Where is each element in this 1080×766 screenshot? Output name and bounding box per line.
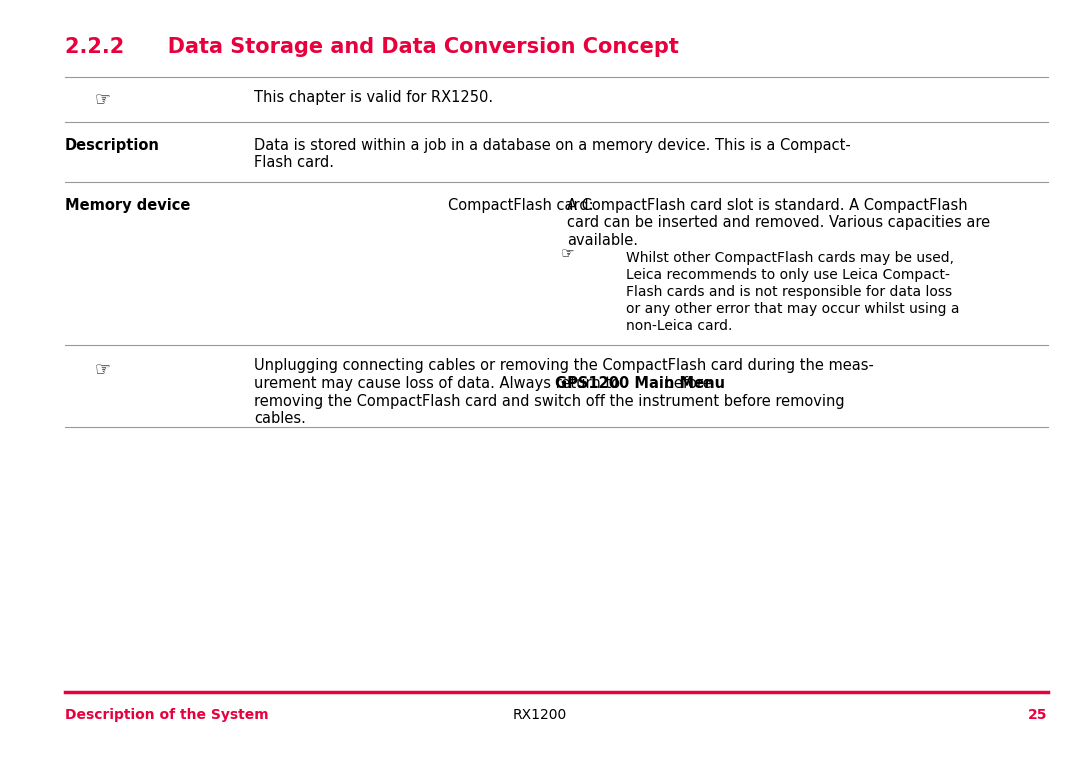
Text: before: before <box>660 376 712 391</box>
Text: removing the CompactFlash card and switch off the instrument before removing: removing the CompactFlash card and switc… <box>254 394 845 409</box>
Text: ☞: ☞ <box>95 90 110 109</box>
Text: Flash cards and is not responsible for data loss: Flash cards and is not responsible for d… <box>626 285 953 299</box>
Text: card can be inserted and removed. Various capacities are: card can be inserted and removed. Variou… <box>567 215 990 231</box>
Text: RX1200: RX1200 <box>513 708 567 722</box>
Text: available.: available. <box>567 233 638 248</box>
Text: or any other error that may occur whilst using a: or any other error that may occur whilst… <box>626 302 960 316</box>
Text: non-Leica card.: non-Leica card. <box>626 319 732 332</box>
Text: Description: Description <box>65 138 160 153</box>
Text: GPS1200 Main Menu: GPS1200 Main Menu <box>555 376 726 391</box>
Text: Unplugging connecting cables or removing the CompactFlash card during the meas-: Unplugging connecting cables or removing… <box>254 358 874 374</box>
Text: Whilst other CompactFlash cards may be used,: Whilst other CompactFlash cards may be u… <box>626 251 955 265</box>
Text: cables.: cables. <box>254 411 306 427</box>
Text: Memory device: Memory device <box>65 198 190 213</box>
Text: urement may cause loss of data. Always return to: urement may cause loss of data. Always r… <box>254 376 624 391</box>
Text: CompactFlash card:: CompactFlash card: <box>448 198 594 213</box>
Text: Leica recommends to only use Leica Compact-: Leica recommends to only use Leica Compa… <box>626 268 950 282</box>
Text: Flash card.: Flash card. <box>254 155 334 171</box>
Text: 25: 25 <box>1028 708 1048 722</box>
Text: Description of the System: Description of the System <box>65 708 269 722</box>
Text: A CompactFlash card slot is standard. A CompactFlash: A CompactFlash card slot is standard. A … <box>567 198 968 213</box>
Text: ☞: ☞ <box>95 360 110 378</box>
Text: ☞: ☞ <box>561 247 573 262</box>
Text: 2.2.2      Data Storage and Data Conversion Concept: 2.2.2 Data Storage and Data Conversion C… <box>65 37 678 57</box>
Text: Data is stored within a job in a database on a memory device. This is a Compact-: Data is stored within a job in a databas… <box>254 138 851 153</box>
Text: This chapter is valid for RX1250.: This chapter is valid for RX1250. <box>254 90 492 105</box>
